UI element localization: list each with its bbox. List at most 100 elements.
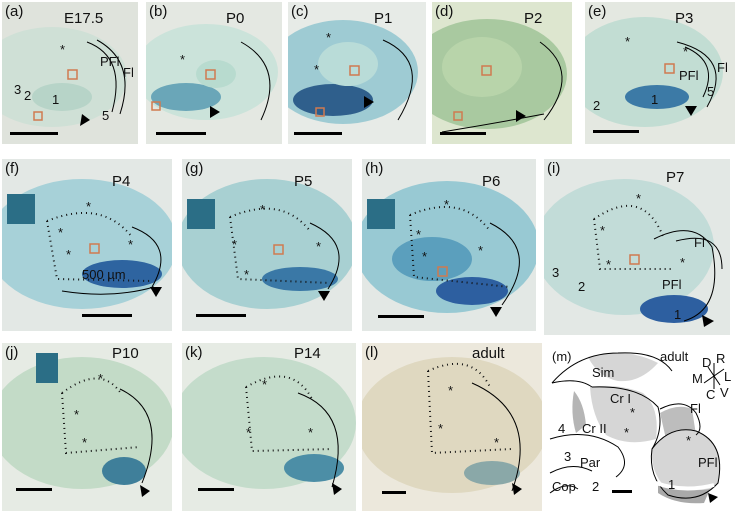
stage-label: E17.5 [64, 10, 104, 27]
lobule-3: 3 [552, 265, 559, 280]
lobule-2: 2 [578, 279, 585, 294]
scale-bar [198, 488, 234, 491]
star-marker: * [308, 425, 313, 440]
star-marker: * [494, 435, 499, 450]
panel-label: (c) [291, 3, 309, 20]
panel-label: (j) [5, 344, 19, 361]
lobule-3: 3 [564, 449, 571, 464]
lobule-3: 3 [14, 82, 21, 97]
lobule-1: 1 [52, 92, 59, 107]
panel-i: * * * * Fl PFl 3 2 1 (i) P7 [544, 159, 730, 335]
orientation-compass-icon: D R M L C V [692, 351, 731, 402]
cerebellum-photo-adult: * * * [362, 357, 542, 495]
panel-a: * PFl Fl 3 2 1 5 (a) E17.5 [2, 2, 138, 144]
panel-label: (d) [435, 3, 454, 20]
label-pfl: PFl [662, 277, 682, 292]
scale-bar [382, 491, 406, 494]
arrowhead-icon [364, 96, 374, 108]
panel-g: * * * * (g) P5 [182, 159, 352, 331]
panel-label: (h) [365, 160, 384, 177]
star-marker: * [316, 239, 321, 254]
arrowhead-icon [516, 110, 526, 122]
arrowhead-icon [685, 106, 697, 116]
panel-label: (l) [365, 344, 379, 361]
arrowhead-icon [80, 114, 90, 126]
label-pfl: PFl [698, 455, 718, 470]
panel-label: (a) [5, 3, 24, 20]
star-marker: * [600, 223, 605, 238]
arrowhead-icon [318, 291, 330, 301]
star-marker: * [680, 255, 685, 270]
panel-l: * * * (l) adult [362, 343, 542, 511]
panel-label: (f) [5, 160, 20, 177]
star-marker: * [180, 52, 185, 67]
panel-f: * * * * 500 µm (f) P4 [2, 159, 172, 331]
stage-label: adult [660, 349, 689, 364]
panel-label: (e) [588, 3, 607, 20]
star-marker: * [128, 237, 133, 252]
star-marker: * [98, 371, 103, 386]
star-marker: * [262, 377, 267, 392]
lobule-1: 1 [668, 477, 675, 492]
compass-m: M [692, 371, 703, 386]
scale-bar [10, 132, 58, 135]
arrowhead-icon [490, 307, 502, 317]
panel-b: * (b) P0 [146, 2, 282, 144]
panel-h: * * * * (h) P6 [362, 159, 536, 331]
stage-label: P10 [112, 345, 139, 362]
panel-label: (g) [185, 160, 204, 177]
arrowhead-icon [150, 287, 162, 297]
compass-c: C [706, 387, 715, 402]
arrowhead-icon [332, 483, 342, 495]
cerebellum-photo-p10: * * * [2, 353, 172, 497]
stage-label: P7 [666, 169, 685, 186]
panel-label: (b) [149, 3, 168, 20]
panel-c: * * (c) P1 [288, 2, 426, 144]
scale-bar [440, 132, 486, 135]
lobule-2: 2 [592, 479, 599, 494]
lobule-1: 1 [674, 307, 681, 322]
star-marker: * [686, 433, 691, 448]
stage-label: P3 [675, 10, 694, 27]
scale-bar [156, 132, 206, 135]
scale-bar [593, 130, 639, 133]
scale-label: 500 µm [82, 267, 126, 282]
star-marker: * [86, 199, 91, 214]
star-marker: * [624, 425, 629, 440]
stage-label: P6 [482, 173, 501, 190]
scale-bar [378, 315, 424, 318]
star-marker: * [82, 435, 87, 450]
arrowhead-icon [140, 485, 150, 497]
label-pfl: PFl [100, 54, 120, 69]
lobule-1: 1 [651, 92, 658, 107]
cerebellum-photo-p14: * * * [182, 357, 356, 495]
region-cop: Cop [552, 479, 576, 494]
cerebellum-photo-p6: * * * * [362, 181, 536, 317]
scale-bar [294, 132, 342, 135]
cerebellum-schematic: (m) adult Sim Cr I * 4 Cr II * 3 Par Cop… [549, 349, 731, 504]
scale-bar [196, 314, 246, 317]
star-marker: * [444, 197, 449, 212]
stage-label: P0 [226, 10, 245, 27]
star-marker: * [448, 383, 453, 398]
lobule-2: 2 [593, 98, 600, 113]
panel-d: (d) P2 [432, 2, 572, 144]
star-marker: * [683, 44, 688, 59]
label-fl: Fl [694, 235, 705, 250]
cerebellum-photo-p4: * * * * 500 µm [2, 179, 172, 309]
lobule-5: 5 [102, 108, 109, 123]
star-marker: * [416, 227, 421, 242]
label-fl: Fl [690, 401, 701, 416]
cerebellum-photo-p1: * * [288, 20, 418, 124]
region-par: Par [580, 455, 601, 470]
cerebellum-photo-p7: * * * * Fl PFl 3 2 1 [544, 179, 723, 327]
stage-label: P1 [374, 10, 393, 27]
star-marker: * [60, 42, 65, 57]
arrowhead-icon [512, 483, 522, 495]
panel-label: (i) [547, 160, 561, 177]
label-pfl: PFl [679, 68, 699, 83]
star-marker: * [260, 202, 265, 217]
stage-label: P14 [294, 345, 321, 362]
star-marker: * [58, 225, 63, 240]
star-marker: * [636, 191, 641, 206]
